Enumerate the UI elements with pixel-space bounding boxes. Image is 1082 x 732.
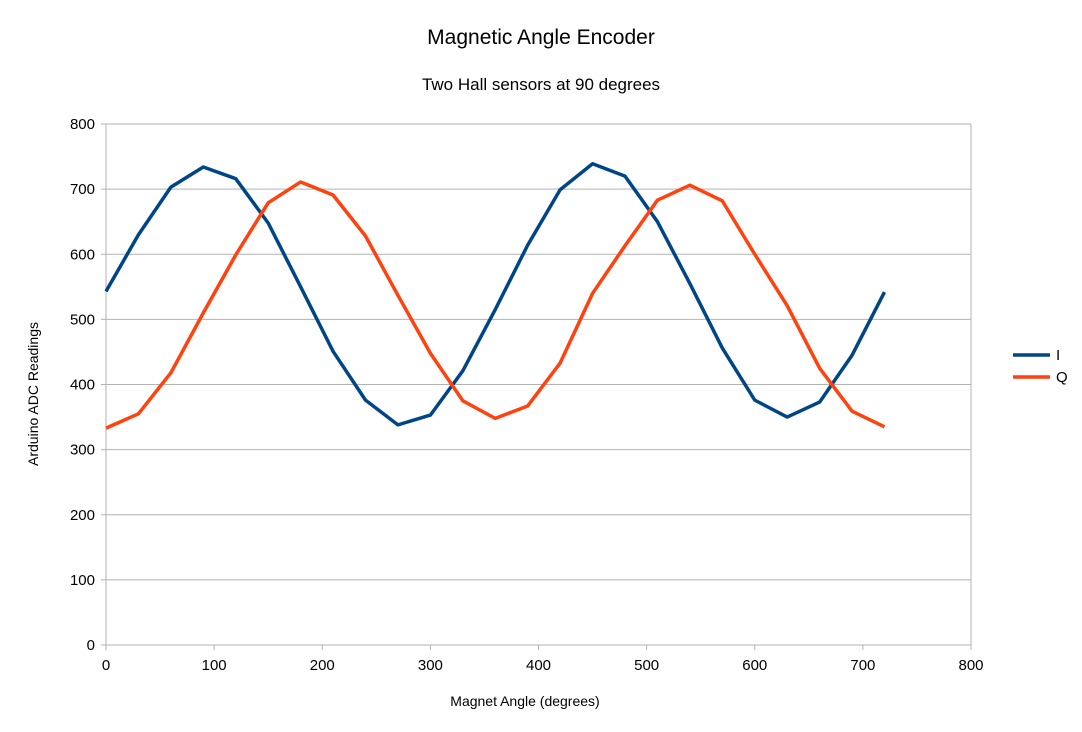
y-tick-label: 400 xyxy=(70,377,95,394)
y-tick-label: 700 xyxy=(70,181,95,198)
legend-label-q: Q xyxy=(1056,369,1068,386)
y-tick-label: 100 xyxy=(70,572,95,589)
y-tick-label: 800 xyxy=(70,116,95,133)
x-tick-label: 400 xyxy=(526,657,551,674)
x-tick-label: 200 xyxy=(310,657,335,674)
x-tick-label: 0 xyxy=(102,657,110,674)
y-axis-label: Arduino ADC Readings xyxy=(25,322,41,466)
x-tick-label: 600 xyxy=(742,657,767,674)
y-tick-label: 200 xyxy=(70,507,95,524)
x-tick-label: 500 xyxy=(634,657,659,674)
x-tick-label: 800 xyxy=(958,657,983,674)
legend-label-i: I xyxy=(1056,347,1060,364)
y-tick-label: 600 xyxy=(70,246,95,263)
x-axis-label: Magnet Angle (degrees) xyxy=(450,693,599,709)
y-tick-label: 0 xyxy=(87,637,95,654)
series-line-q xyxy=(105,180,886,430)
chart-subtitle: Two Hall sensors at 90 degrees xyxy=(421,75,661,94)
series-lines xyxy=(104,161,887,430)
y-tick-label: 300 xyxy=(70,442,95,459)
axes: 0 100 200 300 400 500 600 700 800 0 100 200 300 400 50… xyxy=(70,116,984,674)
grid xyxy=(101,123,972,646)
legend: IQ xyxy=(1013,347,1068,386)
chart-title: Magnetic Angle Encoder xyxy=(427,26,655,49)
x-tick-label: 300 xyxy=(418,657,443,674)
y-tick-label: 500 xyxy=(70,311,95,328)
x-tick-label: 100 xyxy=(202,657,227,674)
series-line-i xyxy=(104,161,887,427)
x-tick-label: 700 xyxy=(850,657,875,674)
